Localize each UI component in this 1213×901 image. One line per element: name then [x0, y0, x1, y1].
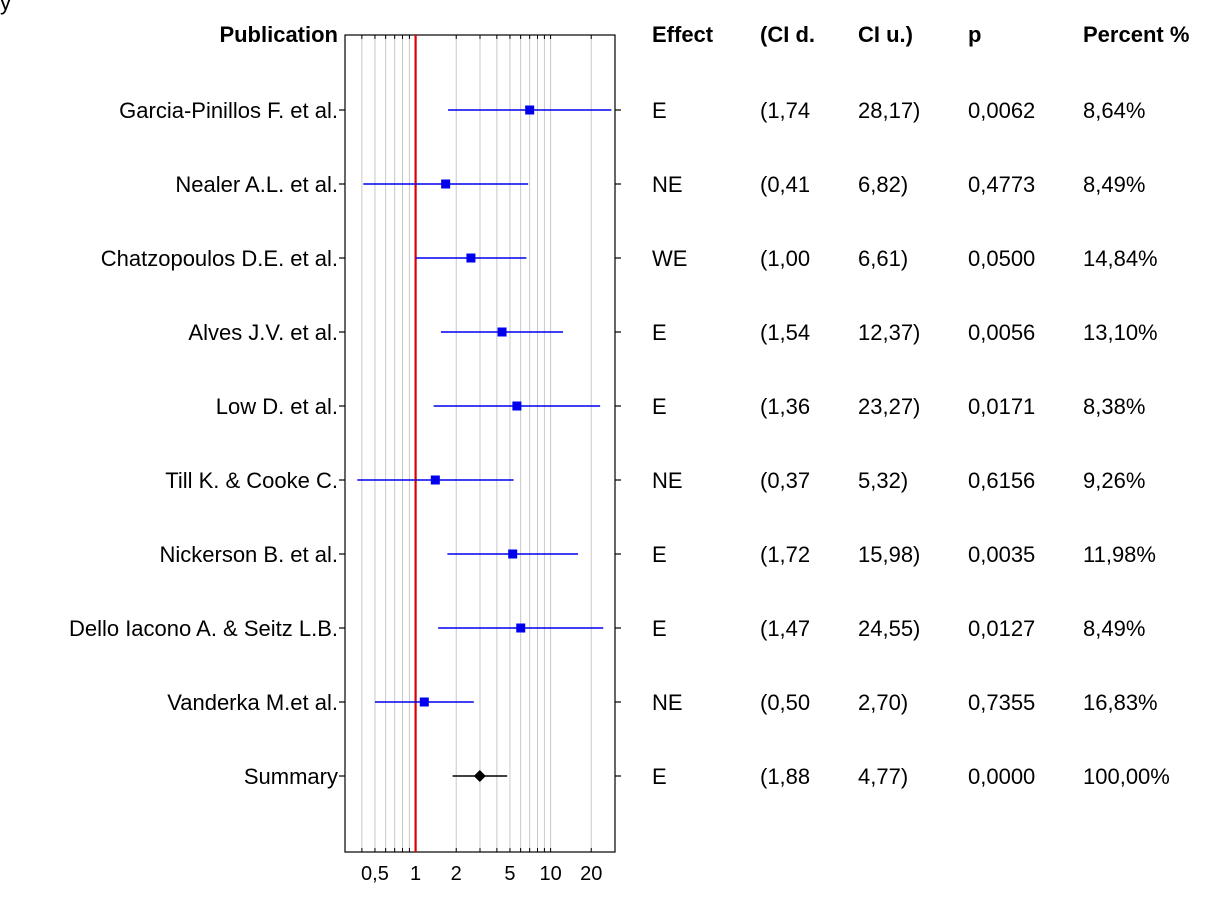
effect-cell: NE: [652, 172, 683, 197]
p-value-cell: 0,0035: [968, 542, 1035, 567]
publication-label: Alves J.V. et al.: [188, 320, 338, 345]
percent-cell: 8,49%: [1083, 172, 1145, 197]
estimate-marker: [516, 623, 526, 633]
ci-upper-cell: 2,70): [858, 690, 908, 715]
ci-lower-cell: (0,41: [760, 172, 810, 197]
x-tick-label: 1: [410, 863, 421, 885]
study-row: Low D. et al. E (1,36 23,27) 0,0171 8,38%: [216, 394, 1146, 419]
publication-label: Low D. et al.: [216, 394, 338, 419]
study-row: Dello Iacono A. & Seitz L.B. E (1,47 24,55)…: [69, 616, 1145, 641]
estimate-marker: [497, 327, 507, 337]
x-tick-label: 20: [580, 863, 602, 885]
header-effect: Effect: [652, 22, 714, 47]
p-value-cell: 0,0171: [968, 394, 1035, 419]
percent-cell: 11,98%: [1083, 542, 1156, 567]
study-row: Nickerson B. et al. E (1,72 15,98) 0,0035 11,…: [159, 542, 1156, 567]
header-publication: Publication: [219, 22, 338, 47]
effect-cell: NE: [652, 468, 683, 493]
ci-lower-cell: (1,74: [760, 98, 810, 123]
ci-lower-cell: (1,54: [760, 320, 810, 345]
study-row: Chatzopoulos D.E. et al. WE (1,00 6,61) 0,05…: [101, 246, 1158, 271]
column-headers: Publication Effect (CI d. CI u.) p Perce…: [219, 22, 1189, 47]
x-tick-labels: 0,5 1 2 5 10 20: [361, 863, 602, 885]
p-value-cell: 0,0000: [968, 764, 1035, 789]
publication-label: Summary: [244, 764, 338, 789]
p-value-cell: 0,0127: [968, 616, 1035, 641]
effect-cell: WE: [652, 246, 687, 271]
publication-label: Dello Iacono A. & Seitz L.B.: [69, 616, 338, 641]
percent-cell: 8,64%: [1083, 98, 1145, 123]
x-tick-label: 5: [504, 863, 515, 885]
study-row: Garcia-Pinillos F. et al. E (1,74 28,17) 0,0…: [119, 98, 1145, 123]
p-value-cell: 0,0056: [968, 320, 1035, 345]
p-value-cell: 0,7355: [968, 690, 1035, 715]
ci-lower-cell: (1,00: [760, 246, 810, 271]
header-percent: Percent %: [1083, 22, 1189, 47]
effect-cell: NE: [652, 690, 683, 715]
percent-cell: 8,38%: [1083, 394, 1145, 419]
effect-cell: E: [652, 616, 667, 641]
estimate-marker: [419, 697, 429, 707]
header-p: p: [968, 22, 981, 47]
p-value-cell: 0,0500: [968, 246, 1035, 271]
ci-lower-cell: (0,37: [760, 468, 810, 493]
percent-cell: 8,49%: [1083, 616, 1145, 641]
publication-label: Vanderka M.et al.: [167, 690, 338, 715]
x-tick-label: 2: [451, 863, 462, 885]
effect-cell: E: [652, 98, 667, 123]
effect-cell: E: [652, 764, 667, 789]
estimate-marker: [512, 401, 522, 411]
ci-lower-cell: (1,47: [760, 616, 810, 641]
publication-label: Chatzopoulos D.E. et al.: [101, 246, 338, 271]
estimate-marker: [466, 253, 476, 263]
estimate-marker: [508, 549, 518, 559]
rows: Garcia-Pinillos F. et al. E (1,74 28,17) 0,0…: [69, 98, 1170, 789]
percent-cell: 13,10%: [1083, 320, 1158, 345]
header-ci-upper: CI u.): [858, 22, 913, 47]
study-row: Nealer A.L. et al. NE (0,41 6,82) 0,4773 8,49…: [175, 172, 1145, 197]
ci-upper-cell: 15,98): [858, 542, 920, 567]
publication-label: Till K. & Cooke C.: [165, 468, 338, 493]
ci-lower-cell: (1,72: [760, 542, 810, 567]
ci-lower-cell: (1,36: [760, 394, 810, 419]
ci-lower-cell: (0,50: [760, 690, 810, 715]
p-value-cell: 0,4773: [968, 172, 1035, 197]
ci-upper-cell: 4,77): [858, 764, 908, 789]
ci-upper-cell: 5,32): [858, 468, 908, 493]
x-tick-label: 10: [539, 863, 561, 885]
ci-upper-cell: 28,17): [858, 98, 920, 123]
publication-label: Nealer A.L. et al.: [175, 172, 338, 197]
study-row: Alves J.V. et al. E (1,54 12,37) 0,0056 13,10…: [188, 320, 1157, 345]
percent-cell: 9,26%: [1083, 468, 1145, 493]
corner-mark: y: [0, 0, 11, 15]
axis-minor-ticks: [344, 35, 616, 852]
ci-upper-cell: 6,61): [858, 246, 908, 271]
ci-upper-cell: 12,37): [858, 320, 920, 345]
estimate-marker: [430, 475, 440, 485]
study-row: Till K. & Cooke C. NE (0,37 5,32) 0,6156 9,26…: [165, 468, 1145, 493]
study-row: Vanderka M.et al. NE (0,50 2,70) 0,7355 16,83…: [167, 690, 1157, 715]
ci-upper-cell: 23,27): [858, 394, 920, 419]
x-tick-label: 0,5: [361, 863, 389, 885]
grid-lines: [344, 35, 616, 852]
percent-cell: 16,83%: [1083, 690, 1158, 715]
p-value-cell: 0,6156: [968, 468, 1035, 493]
publication-label: Garcia-Pinillos F. et al.: [119, 98, 338, 123]
header-ci-lower: (CI d.: [760, 22, 815, 47]
effect-cell: E: [652, 394, 667, 419]
effect-cell: E: [652, 320, 667, 345]
percent-cell: 14,84%: [1083, 246, 1158, 271]
estimate-marker: [525, 105, 535, 115]
publication-label: Nickerson B. et al.: [159, 542, 338, 567]
ci-lower-cell: (1,88: [760, 764, 810, 789]
percent-cell: 100,00%: [1083, 764, 1170, 789]
summary-diamond: [473, 770, 486, 782]
ci-upper-cell: 6,82): [858, 172, 908, 197]
p-value-cell: 0,0062: [968, 98, 1035, 123]
summary-row: Summary E (1,88 4,77) 0,0000 100,00%: [244, 764, 1170, 789]
estimate-marker: [441, 179, 451, 189]
ci-upper-cell: 24,55): [858, 616, 920, 641]
effect-cell: E: [652, 542, 667, 567]
